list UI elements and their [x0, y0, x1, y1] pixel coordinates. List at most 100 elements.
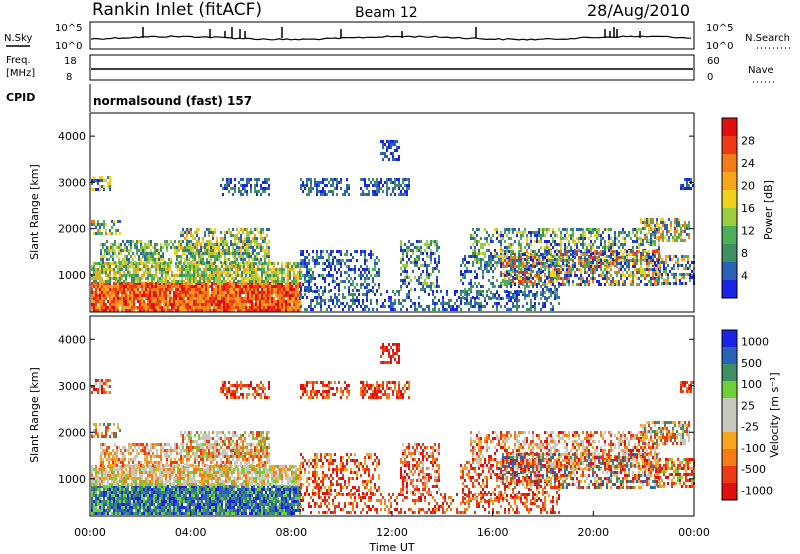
heatmap-cell [658, 259, 660, 262]
heatmap-cell [295, 297, 297, 300]
heatmap-cell [237, 306, 239, 309]
heatmap-cell [192, 249, 194, 252]
heatmap-cell [564, 246, 566, 249]
heatmap-cell [211, 288, 213, 291]
heatmap-cell [221, 306, 223, 309]
heatmap-cell [432, 240, 434, 243]
heatmap-cell [592, 243, 594, 246]
heatmap-cell [108, 249, 110, 252]
heatmap-cell [602, 253, 604, 256]
heatmap-cell [111, 268, 113, 271]
heatmap-cell [222, 237, 224, 240]
heatmap-cell [246, 261, 248, 264]
heatmap-cell [552, 246, 554, 249]
heatmap-cell [123, 309, 125, 312]
heatmap-cell [189, 268, 191, 271]
heatmap-cell [251, 277, 253, 280]
heatmap-cell [283, 306, 285, 309]
heatmap-cell [143, 265, 145, 268]
heatmap-cell [107, 285, 109, 288]
heatmap-cell [132, 240, 134, 243]
heatmap-cell [546, 285, 548, 288]
heatmap-cell [430, 240, 432, 243]
heatmap-cell [620, 231, 622, 234]
heatmap-cell [548, 271, 550, 274]
heatmap-cell [474, 302, 476, 305]
heatmap-cell [520, 246, 522, 249]
heatmap-cell [366, 286, 368, 289]
heatmap-cell [139, 297, 141, 300]
heatmap-cell [291, 306, 293, 309]
heatmap-cell [661, 276, 663, 279]
heatmap-cell [665, 258, 667, 261]
heatmap-cell [264, 181, 266, 184]
heatmap-cell [167, 309, 169, 312]
heatmap-cell [414, 246, 416, 249]
heatmap-cell [464, 273, 466, 276]
heatmap-cell [250, 178, 252, 181]
heatmap-cell [666, 233, 668, 236]
heatmap-cell [674, 224, 676, 227]
heatmap-cell [205, 288, 207, 291]
heatmap-cell [255, 294, 257, 297]
heatmap-cell [293, 306, 295, 309]
heatmap-cell [552, 231, 554, 234]
heatmap-cell [161, 294, 163, 297]
heatmap-cell [176, 258, 178, 261]
heatmap-cell [310, 274, 312, 277]
heatmap-cell [137, 280, 139, 283]
heatmap-cell [240, 184, 242, 187]
heatmap-cell [165, 274, 167, 277]
heatmap-cell [414, 288, 416, 291]
heatmap-cell [402, 305, 404, 308]
heatmap-cell [175, 285, 177, 288]
heatmap-cell [244, 187, 246, 190]
heatmap-cell [246, 228, 248, 231]
heatmap-cell [207, 277, 209, 280]
heatmap-cell [241, 306, 243, 309]
power-heatmap [91, 140, 695, 312]
heatmap-cell [256, 246, 258, 249]
heatmap-cell [675, 279, 677, 282]
heatmap-cell [105, 271, 107, 274]
heatmap-cell [620, 262, 622, 265]
heatmap-cell [175, 294, 177, 297]
heatmap-cell [228, 231, 230, 234]
heatmap-cell [216, 258, 218, 261]
heatmap-cell [217, 277, 219, 280]
heatmap-cell [378, 268, 380, 271]
heatmap-cell [267, 277, 269, 280]
heatmap-cell [650, 243, 652, 246]
heatmap-cell [528, 268, 530, 271]
heatmap-cell [520, 277, 522, 280]
heatmap-cell [180, 231, 182, 234]
heatmap-cell [546, 283, 548, 286]
heatmap-cell [420, 249, 422, 252]
heatmap-cell [255, 274, 257, 277]
heatmap-cell [494, 255, 496, 258]
heatmap-cell [279, 282, 281, 285]
heatmap-cell [430, 255, 432, 258]
heatmap-cell [610, 256, 612, 259]
heatmap-cell [548, 249, 550, 252]
heatmap-cell [138, 240, 140, 243]
heatmap-cell [402, 187, 404, 190]
heatmap-cell [578, 237, 580, 240]
heatmap-cell [544, 228, 546, 231]
heatmap-cell [546, 253, 548, 256]
heatmap-cell [316, 290, 318, 293]
heatmap-cell [302, 253, 304, 256]
heatmap-cell [438, 299, 440, 302]
heatmap-cell [636, 234, 638, 237]
heatmap-cell [195, 285, 197, 288]
heatmap-cell [179, 309, 181, 312]
heatmap-cell [155, 309, 157, 312]
heatmap-cell [352, 283, 354, 286]
heatmap-cell [348, 193, 350, 196]
heatmap-cell [390, 296, 392, 299]
heatmap-cell [504, 283, 506, 286]
heatmap-cell [256, 255, 258, 258]
heatmap-cell [404, 249, 406, 252]
heatmap-cell [237, 309, 239, 312]
heatmap-cell [534, 293, 536, 296]
